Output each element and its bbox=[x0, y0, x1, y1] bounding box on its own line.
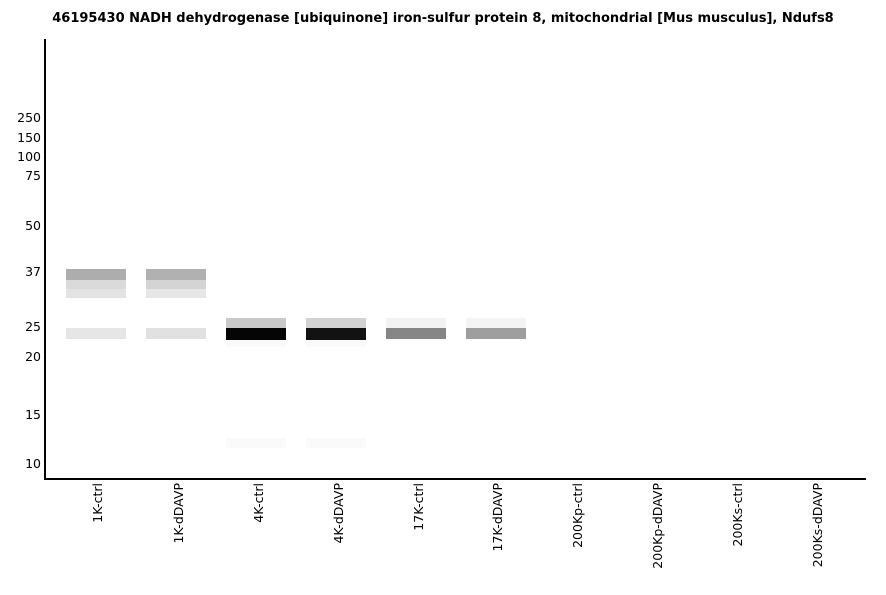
gel-band bbox=[466, 318, 526, 328]
gel-band bbox=[306, 318, 366, 328]
y-axis-line bbox=[44, 39, 46, 480]
gel-band bbox=[386, 318, 446, 328]
chart-title: 46195430 NADH dehydrogenase [ubiquinone]… bbox=[52, 11, 834, 26]
x-tick-label: 200Kp-ctrl bbox=[570, 483, 585, 548]
y-tick-label: 20 bbox=[25, 349, 41, 364]
gel-band bbox=[226, 328, 286, 340]
gel-band bbox=[146, 289, 206, 298]
y-tick-label: 10 bbox=[25, 456, 41, 471]
y-tick-label: 100 bbox=[17, 149, 41, 164]
gel-band bbox=[306, 340, 366, 347]
x-tick-label: 200Kp-dDAVP bbox=[650, 483, 665, 569]
x-tick-label: 17K-ctrl bbox=[411, 483, 426, 531]
x-tick-label: 4K-dDAVP bbox=[331, 483, 346, 544]
y-tick-label: 37 bbox=[25, 264, 41, 279]
y-tick-label: 75 bbox=[25, 168, 41, 183]
x-tick-label: 200Ks-ctrl bbox=[730, 483, 745, 547]
gel-band bbox=[146, 269, 206, 280]
x-tick-label: 17K-dDAVP bbox=[490, 483, 505, 552]
gel-band bbox=[226, 438, 286, 448]
gel-band bbox=[386, 328, 446, 339]
gel-band bbox=[306, 438, 366, 448]
x-tick-label: 4K-ctrl bbox=[251, 483, 266, 523]
gel-band bbox=[226, 318, 286, 328]
x-tick-label: 1K-dDAVP bbox=[171, 483, 186, 544]
y-tick-label: 150 bbox=[17, 130, 41, 145]
gel-band bbox=[466, 328, 526, 339]
y-tick-label: 25 bbox=[25, 319, 41, 334]
gel-band bbox=[66, 289, 126, 298]
x-tick-label: 1K-ctrl bbox=[90, 483, 105, 523]
x-tick-label: 200Ks-dDAVP bbox=[810, 483, 825, 568]
gel-band bbox=[66, 328, 126, 339]
gel-band bbox=[146, 280, 206, 289]
gel-band bbox=[66, 269, 126, 280]
gel-band bbox=[306, 328, 366, 340]
gel-band bbox=[66, 280, 126, 289]
gel-band bbox=[146, 328, 206, 339]
gel-band bbox=[226, 340, 286, 347]
y-tick-label: 15 bbox=[25, 407, 41, 422]
y-tick-label: 50 bbox=[25, 218, 41, 233]
y-tick-label: 250 bbox=[17, 110, 41, 125]
x-axis-line bbox=[44, 478, 866, 480]
